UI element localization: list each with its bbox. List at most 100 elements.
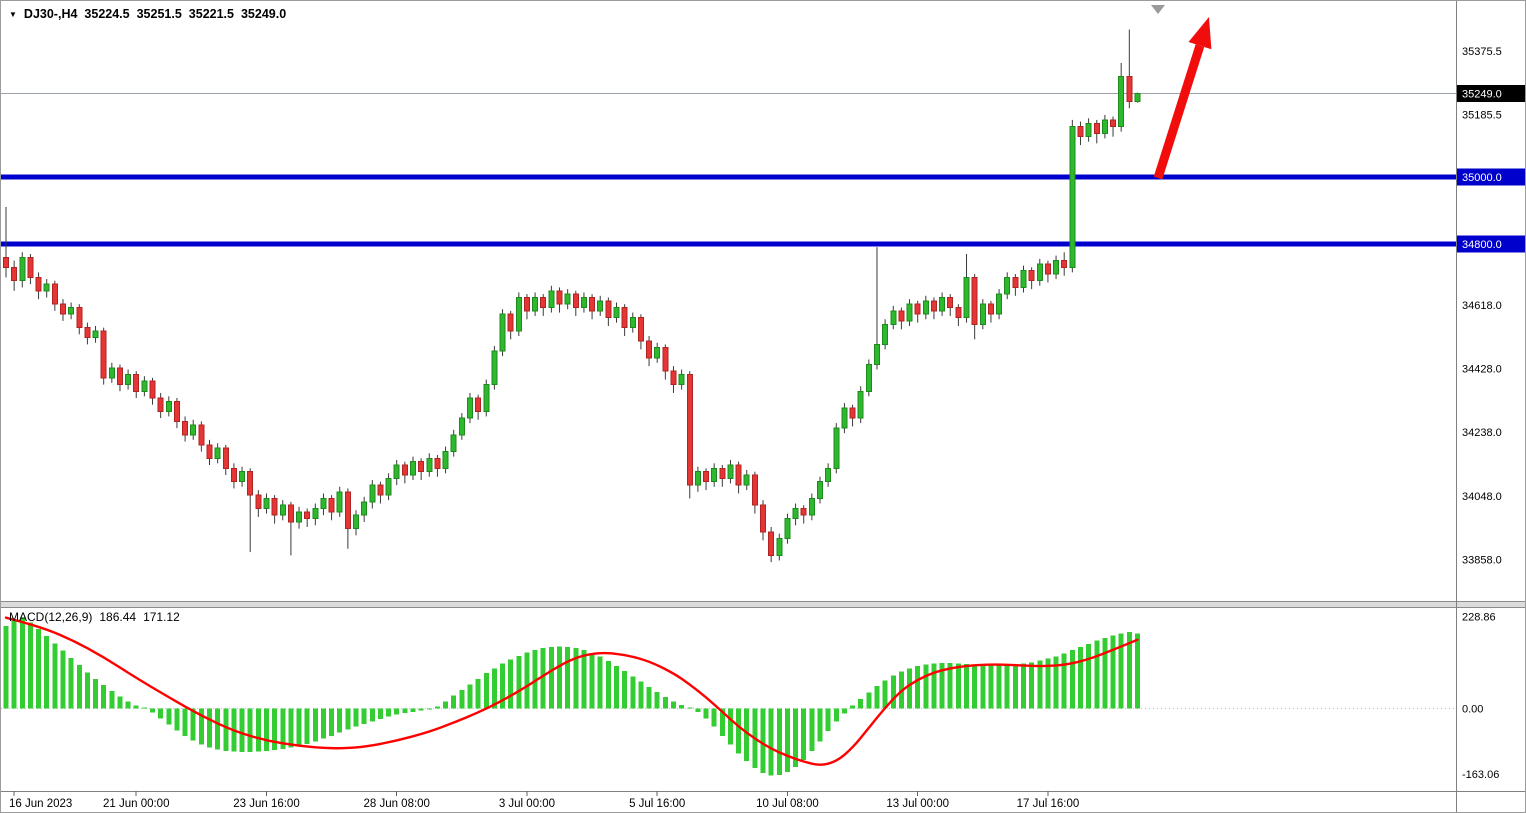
time-tick-label: 23 Jun 16:00 xyxy=(233,798,300,810)
candle-bearish xyxy=(556,290,563,305)
macd-histogram-bar xyxy=(247,708,253,752)
candle-bullish xyxy=(792,508,799,520)
macd-histogram-bar xyxy=(907,668,913,709)
time-tick-label: 13 Jul 00:00 xyxy=(886,798,949,810)
symbol-dropdown-icon[interactable]: ▼ xyxy=(9,10,17,19)
macd-histogram-bar xyxy=(687,707,693,709)
macd-histogram-bar xyxy=(784,708,790,773)
candle-bullish xyxy=(499,313,506,352)
candle-bearish xyxy=(3,256,9,268)
chart-shift-marker-icon[interactable] xyxy=(1151,5,1165,14)
candle-bearish xyxy=(271,497,278,516)
macd-histogram-bar xyxy=(1118,633,1124,709)
macd-histogram-bar xyxy=(402,708,408,713)
candle-bullish xyxy=(979,303,986,325)
trend-arrow-shaft xyxy=(1153,44,1205,180)
candle-bearish xyxy=(662,347,669,372)
time-axis[interactable]: 16 Jun 2023 21 Jun 00:00 23 Jun 16:00 28 Ju… xyxy=(9,791,1079,810)
macd-histogram-bar xyxy=(988,665,994,709)
candle-bearish xyxy=(898,310,905,322)
candle-bearish xyxy=(1126,75,1133,103)
candle-bullish xyxy=(108,367,115,379)
trend-arrow-annotation[interactable] xyxy=(1153,17,1212,180)
candle-bearish xyxy=(971,276,978,325)
macd-histogram-bar xyxy=(915,665,921,709)
macd-histogram-bar xyxy=(809,708,815,752)
macd-histogram-bar xyxy=(353,708,359,727)
pane-splitter[interactable] xyxy=(1,601,1526,608)
candle-bearish xyxy=(198,424,205,446)
macd-histogram-bar xyxy=(93,678,99,709)
macd-histogram-bar xyxy=(573,648,579,709)
macd-pane[interactable] xyxy=(1,616,1456,776)
macd-histogram-bar xyxy=(703,708,709,719)
candle-bullish xyxy=(92,330,99,339)
macd-histogram-bar xyxy=(288,708,294,748)
candle-bullish xyxy=(532,296,539,312)
macd-histogram-bar xyxy=(141,707,147,709)
candle-bullish xyxy=(727,464,734,479)
candle-bullish xyxy=(393,464,400,479)
candle-bullish xyxy=(1053,260,1060,275)
time-tick-label: 28 Jun 08:00 xyxy=(363,798,430,810)
macd-histogram-bar xyxy=(947,663,953,709)
quote-high: 35251.5 xyxy=(136,7,182,21)
candle-bullish xyxy=(43,283,50,292)
macd-histogram-bar xyxy=(150,708,156,713)
macd-histogram-bar xyxy=(565,647,571,709)
macd-histogram-bar xyxy=(524,652,530,709)
macd-histogram-bar xyxy=(955,663,961,709)
candle-bearish xyxy=(377,484,384,496)
price-tick-label: 35185.5 xyxy=(1462,110,1502,122)
candle-bullish xyxy=(361,501,368,516)
macd-histogram-bar xyxy=(793,708,799,767)
macd-histogram-bar xyxy=(101,685,107,709)
candle-bullish xyxy=(336,491,343,513)
candle-bullish xyxy=(564,293,571,305)
candle-bullish xyxy=(141,380,148,392)
candle-bullish xyxy=(320,497,327,510)
time-tick-label: 16 Jun 2023 xyxy=(9,798,72,810)
candle-bullish xyxy=(922,300,929,315)
quote-low: 35221.5 xyxy=(188,7,234,21)
candle-bullish xyxy=(865,363,872,392)
candle-bullish xyxy=(68,307,75,315)
candle-bullish xyxy=(385,477,392,496)
macd-histogram-bar xyxy=(1004,664,1010,709)
macd-histogram-bar xyxy=(817,708,823,742)
macd-histogram-bar xyxy=(1110,635,1116,709)
macd-histogram-bar xyxy=(3,626,9,709)
macd-histogram-bar xyxy=(695,708,701,712)
candle-bullish xyxy=(1020,270,1027,288)
macd-histogram-bar xyxy=(1134,633,1140,709)
candle-bullish xyxy=(410,461,416,476)
macd-histogram-bar xyxy=(11,619,17,709)
price-tick-label: 33858.0 xyxy=(1462,554,1502,566)
price-tick-label: 34238.0 xyxy=(1462,427,1502,439)
candle-bearish xyxy=(434,457,441,469)
macd-histogram-bar xyxy=(459,690,465,709)
price-pane[interactable] xyxy=(1,29,1456,563)
candle-bullish xyxy=(629,317,636,329)
candle-bullish xyxy=(873,343,880,365)
candle-bearish xyxy=(475,397,482,412)
candle-bearish xyxy=(1061,260,1068,268)
candle-bearish xyxy=(605,300,612,319)
candle-bullish xyxy=(597,300,604,312)
macd-histogram-bar xyxy=(125,701,131,709)
candle-bearish xyxy=(735,464,742,486)
symbol-quote-bar[interactable]: ▼ DJ30-,H4 35224.5 35251.5 35221.5 35249… xyxy=(9,7,286,21)
macd-histogram-bar xyxy=(508,659,514,709)
price-tick-label: 34048.0 xyxy=(1462,491,1502,503)
macd-histogram-bar xyxy=(377,708,383,720)
candle-bearish xyxy=(540,296,547,309)
candle-bullish xyxy=(1118,75,1125,128)
macd-histogram-bar xyxy=(174,708,180,731)
macd-histogram-bar xyxy=(207,708,212,748)
candle-bullish xyxy=(825,467,832,483)
macd-histogram-bar xyxy=(1069,650,1075,709)
macd-histogram-bar xyxy=(557,646,563,709)
